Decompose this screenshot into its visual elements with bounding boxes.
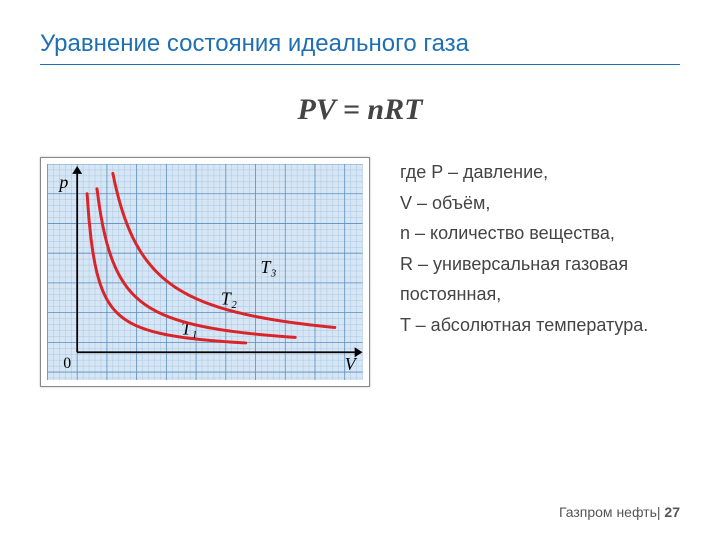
legend-line: где P – давление, (400, 157, 680, 188)
content-row: pV0T₁T₂T₃ где P – давление, V – объём, n… (40, 157, 680, 387)
legend: где P – давление, V – объём, n – количес… (400, 157, 680, 341)
svg-text:p: p (57, 172, 68, 192)
footer-brand: Газпром нефть (559, 504, 657, 520)
svg-text:T₃: T₃ (260, 257, 276, 277)
equation: PV = nRT (40, 93, 680, 127)
legend-line: T – абсолютная температура. (400, 310, 680, 341)
legend-line: n – количество вещества, (400, 218, 680, 249)
slide: Уравнение состояния идеального газа PV =… (0, 0, 720, 540)
pv-chart-svg: pV0T₁T₂T₃ (47, 164, 363, 380)
legend-line: V – объём, (400, 188, 680, 219)
legend-line: R – универсальная газовая постоянная, (400, 249, 680, 310)
svg-text:T₂: T₂ (221, 289, 237, 309)
svg-text:0: 0 (63, 355, 71, 372)
pv-chart: pV0T₁T₂T₃ (40, 157, 370, 387)
footer: Газпром нефть| 27 (559, 504, 680, 520)
slide-title: Уравнение состояния идеального газа (40, 30, 680, 65)
page-number: 27 (664, 504, 680, 520)
